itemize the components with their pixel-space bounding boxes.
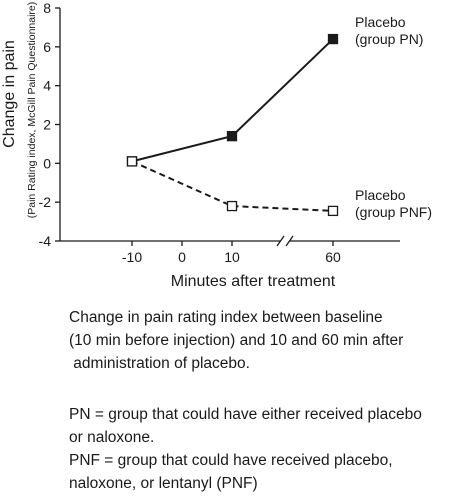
y-tick-label: 6 xyxy=(43,39,51,55)
series-line xyxy=(131,38,334,163)
caption-line: (10 min before injection) and 10 and 60 … xyxy=(69,332,404,349)
note-line: PN = group that could have either receiv… xyxy=(69,406,422,423)
x-axis-break-mark xyxy=(285,235,294,247)
data-point xyxy=(226,200,238,212)
y-tick-label: -4 xyxy=(39,233,52,249)
y-axis-label: Change in pain xyxy=(1,40,18,148)
y-axis-sublabel: (Pain Rating index, McGill Pain Question… xyxy=(26,2,38,219)
x-tick-label: -10 xyxy=(122,249,142,265)
data-point xyxy=(327,33,339,45)
x-tick-label: 0 xyxy=(178,249,186,265)
x-tick-label: 10 xyxy=(224,249,240,265)
x-axis-break-mark xyxy=(276,235,285,247)
y-axis: -4 -2 0 2 4 6 8 xyxy=(39,0,61,249)
series-layer: Placebo(group PN)Placebo(group PNF) xyxy=(126,14,432,220)
series-label: Placebo xyxy=(355,14,406,30)
y-tick-label: 0 xyxy=(43,155,51,171)
series-label: (group PN) xyxy=(355,31,423,47)
caption-line: administration of placebo. xyxy=(69,355,250,372)
note-line: naloxone, or lentanyl (PNF) xyxy=(69,475,258,492)
x-tick-label: 60 xyxy=(325,249,341,265)
y-tick-label: 8 xyxy=(43,0,51,16)
y-tick-label: -2 xyxy=(39,194,52,210)
figure-notes: PN = group that could have either receiv… xyxy=(69,403,461,495)
data-point xyxy=(327,205,339,217)
data-point xyxy=(126,156,138,167)
note-line: or naloxone. xyxy=(69,429,155,446)
x-axis-label: Minutes after treatment xyxy=(171,273,336,290)
x-axis: -10 0 10 60 xyxy=(60,235,400,265)
caption-line: Change in pain rating index between base… xyxy=(69,309,383,326)
data-point xyxy=(226,130,238,142)
figure-caption: Change in pain rating index between base… xyxy=(69,306,461,375)
y-tick-label: 2 xyxy=(43,117,51,133)
series-label: (group PNF) xyxy=(355,204,432,220)
note-line: PNF = group that could have received pla… xyxy=(69,452,393,469)
series-label: Placebo xyxy=(355,187,406,203)
y-tick-label: 4 xyxy=(43,78,51,94)
